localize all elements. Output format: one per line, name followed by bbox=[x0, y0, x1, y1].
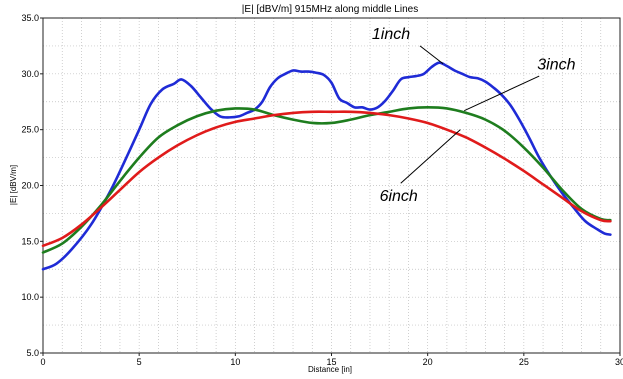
annotations: 1inch 3inch 6inch bbox=[372, 26, 576, 205]
x-axis-label: Distance [in] bbox=[308, 365, 352, 374]
annotation-pointer-line bbox=[419, 45, 444, 65]
y-tick-label: 5.0 bbox=[26, 348, 39, 358]
annotation-label-6inch: 6inch bbox=[380, 188, 418, 205]
x-tick-label: 30 bbox=[615, 357, 623, 367]
x-tick-label: 25 bbox=[519, 357, 529, 367]
y-axis-label: |E| [dBV/m] bbox=[9, 165, 18, 205]
x-tick-label: 10 bbox=[230, 357, 240, 367]
annotation-pointer-line bbox=[400, 129, 461, 184]
series-line-1inch bbox=[41, 61, 612, 271]
annotation-pointer-line bbox=[464, 75, 540, 112]
y-tick-label: 20.0 bbox=[21, 181, 39, 191]
x-tick-label: 20 bbox=[423, 357, 433, 367]
y-tick-label: 15.0 bbox=[21, 236, 39, 246]
annotation-label-3inch: 3inch bbox=[537, 56, 575, 73]
chart-title: |E| [dBV/m] 915MHz along middle Lines bbox=[242, 4, 418, 15]
x-tick-label: 0 bbox=[40, 357, 45, 367]
annotation-label-1inch: 1inch bbox=[372, 26, 410, 43]
grid bbox=[43, 18, 620, 353]
y-tick-label: 25.0 bbox=[21, 125, 39, 135]
y-tick-label: 10.0 bbox=[21, 292, 39, 302]
y-tick-label: 30.0 bbox=[21, 69, 39, 79]
y-tick-labels: 5.0 10.0 15.0 20.0 25.0 30.0 35.0 bbox=[21, 13, 43, 358]
x-tick-label: 15 bbox=[326, 357, 336, 367]
y-tick-label: 35.0 bbox=[21, 13, 39, 23]
data-series bbox=[41, 61, 612, 271]
series-line-3inch bbox=[41, 106, 612, 254]
x-tick-label: 5 bbox=[137, 357, 142, 367]
x-tick-labels: 0 5 10 15 20 25 30 bbox=[40, 353, 623, 367]
series-line-6inch bbox=[41, 110, 612, 248]
